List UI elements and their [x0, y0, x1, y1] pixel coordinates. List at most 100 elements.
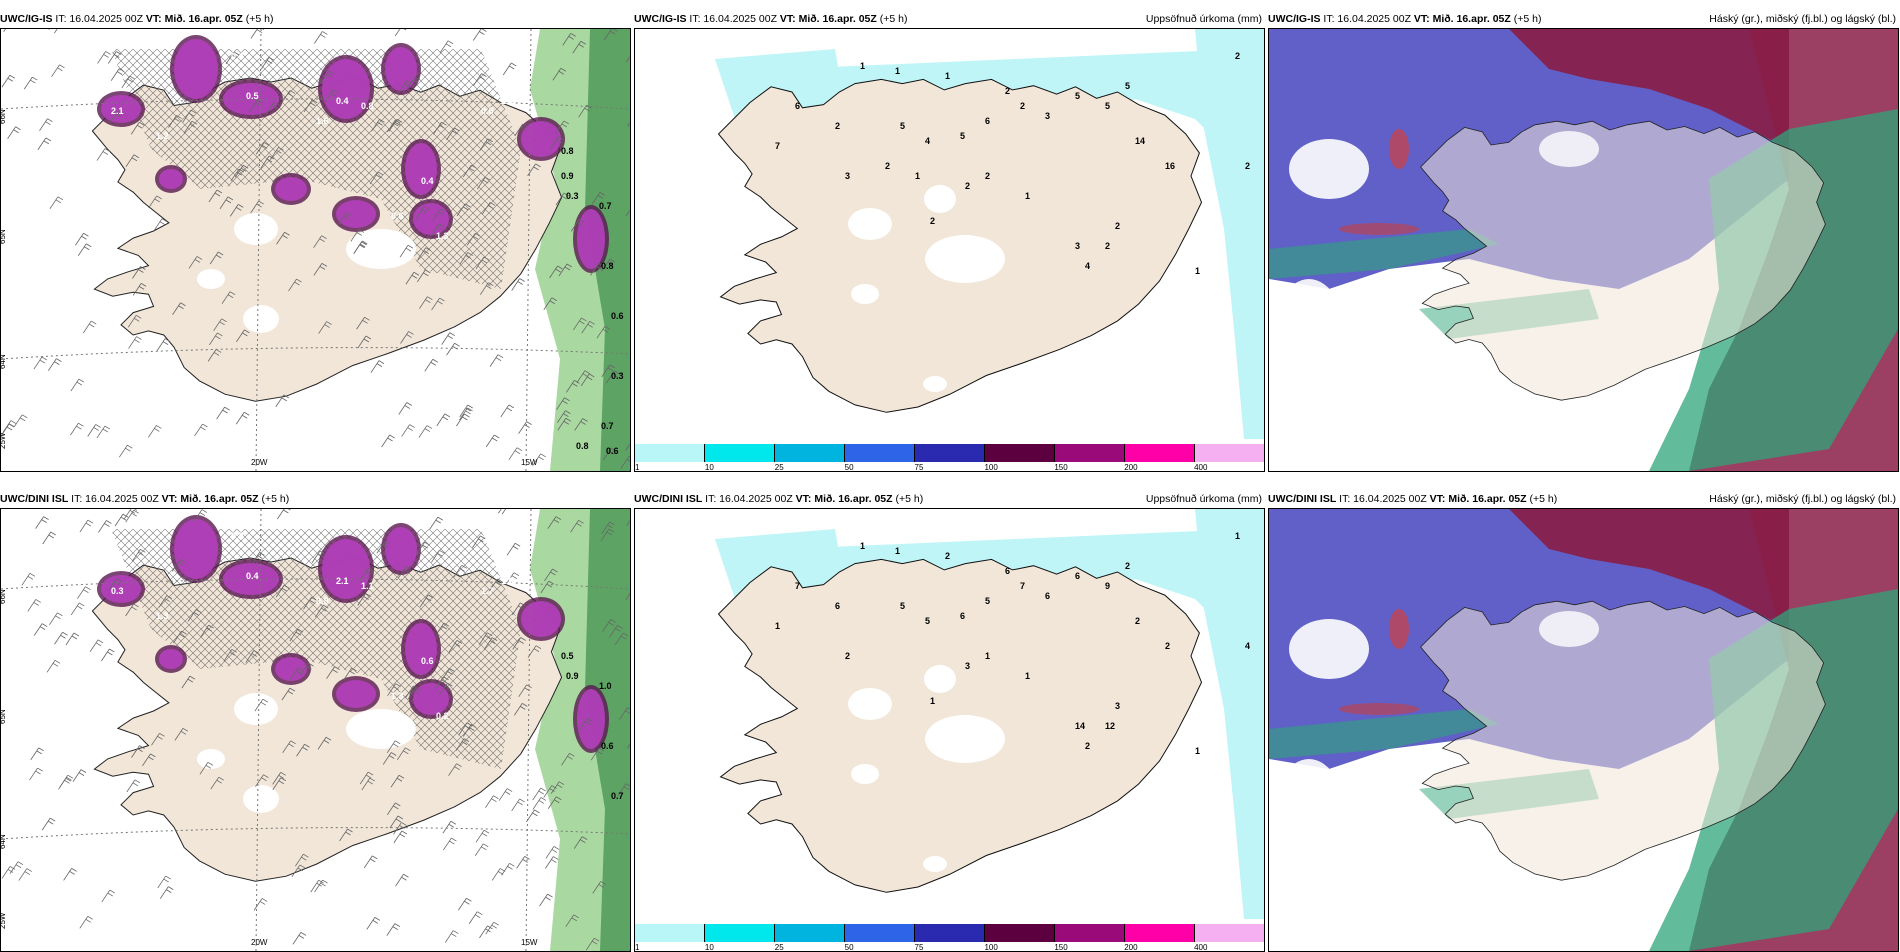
precip-value: 2 — [945, 551, 950, 561]
wind-barb — [350, 229, 364, 242]
wind-barb — [430, 223, 445, 237]
precip-value: 6 — [985, 116, 990, 126]
wind-barb — [89, 639, 104, 653]
precip-value: 2 — [885, 161, 890, 171]
colorbar-tick: 50 — [844, 943, 854, 952]
value-label: 0.9 — [561, 171, 574, 181]
wind-barb — [396, 747, 411, 761]
wind-barb — [101, 889, 115, 903]
cloud-accent — [1339, 223, 1419, 235]
precip-value: 1 — [860, 541, 865, 551]
panel-header: UWC/IG-IS IT: 16.04.2025 00Z VT: Mið. 16… — [1268, 10, 1899, 28]
precip-value: 1 — [1025, 191, 1030, 201]
map-svg: 66N 64N 65N 20W 15W 25W 0.4 0.5 2.1 1.2 0.4 0.8 1.6 0… — [1, 29, 630, 471]
wind-barb — [123, 509, 138, 520]
wind-barb — [188, 256, 203, 269]
snow-patch — [405, 143, 437, 195]
precip-value: 2 — [1125, 561, 1130, 571]
wind-barb — [532, 787, 546, 801]
wind-barb — [552, 67, 567, 81]
clear-sky — [1269, 279, 1349, 419]
wind-barb — [77, 243, 92, 256]
wind-barb — [13, 414, 28, 428]
wind-barb — [236, 329, 250, 343]
wind-barb — [245, 650, 260, 663]
wind-barb — [125, 154, 140, 167]
wind-barb — [199, 761, 214, 775]
grid-label: 20W — [251, 938, 268, 947]
wind-barb — [485, 795, 499, 808]
wind-barb — [171, 559, 186, 572]
precip-value: 2 — [985, 171, 990, 181]
wind-barb — [446, 127, 460, 141]
precip-value: 2 — [1135, 616, 1140, 626]
wind-barb — [207, 349, 222, 362]
wind-barb — [132, 266, 146, 279]
precip-value: 2 — [1005, 86, 1010, 96]
wind-barb — [416, 269, 431, 283]
value-label: 0.6 — [391, 211, 404, 221]
wind-barb — [371, 118, 385, 132]
valid-time-value: Mið. 16.apr. 05Z — [798, 13, 877, 25]
precip-value: 5 — [985, 596, 990, 606]
wind-barb — [415, 206, 430, 219]
wind-barb — [459, 252, 473, 265]
wind-barb — [82, 320, 97, 334]
wind-barb — [65, 632, 80, 646]
wind-barb — [562, 33, 576, 46]
wind-barb — [296, 743, 310, 757]
wind-barb — [502, 62, 517, 76]
colorbar-segment — [1195, 924, 1264, 942]
wind-barb — [580, 373, 595, 387]
wind-barb — [121, 75, 135, 89]
wind-barb — [459, 404, 473, 418]
value-label: 0.3 — [566, 191, 579, 201]
model-name: UWC/DINI ISL — [634, 493, 703, 505]
wind-barb — [303, 99, 318, 112]
wind-barb — [491, 868, 506, 881]
snow-patch — [405, 623, 437, 675]
wind-barb — [221, 291, 236, 304]
wind-barb — [565, 914, 579, 928]
clear-sky — [1289, 139, 1369, 199]
precip-value: 4 — [1085, 261, 1090, 271]
wind-barb — [585, 937, 600, 951]
precip-value: 16 — [1165, 161, 1175, 171]
valid-time-value: Mið. 16.apr. 05Z — [814, 493, 893, 505]
precip-value: 1 — [895, 66, 900, 76]
wind-barb — [386, 740, 401, 754]
map-frame: 1 1 2 6 7 5 5 6 5 6 6 9 2 3 1 1 1 2 2 2 14 12 3 1 1 4 6 7 1 2 1 10 25 50 7… — [634, 508, 1265, 952]
wind-barb — [213, 318, 227, 332]
wind-barb — [547, 516, 562, 529]
glacier — [924, 665, 956, 693]
lead-time: (+5 h) — [1513, 13, 1542, 25]
wind-barb — [626, 519, 630, 526]
wind-barb — [114, 513, 129, 527]
wind-barb — [98, 520, 112, 533]
wind-barb — [376, 540, 391, 554]
grid-label: 20W — [251, 458, 268, 467]
wind-barb — [472, 29, 487, 41]
glacier — [924, 185, 956, 213]
wind-barb — [432, 208, 447, 222]
wind-barb — [219, 196, 234, 210]
snow-patch — [413, 203, 449, 235]
wind-barb — [277, 509, 291, 520]
precip-value: 6 — [1005, 566, 1010, 576]
panel-header: UWC/DINI ISL IT: 16.04.2025 00Z VT: Mið.… — [0, 490, 631, 508]
wind-barb — [317, 736, 332, 750]
wind-barb — [48, 358, 62, 371]
wind-barb — [439, 682, 453, 696]
wind-barb — [292, 932, 307, 945]
valid-time-label: VT: — [779, 13, 796, 25]
precip-value: 1 — [930, 696, 935, 706]
wind-barb — [579, 718, 593, 731]
wind-barb — [429, 516, 444, 530]
wind-barb — [390, 774, 405, 788]
glacier — [346, 229, 416, 269]
wind-barb — [119, 444, 133, 458]
snow-patch — [159, 649, 183, 669]
wind-barb — [250, 29, 265, 39]
panel-header: UWC/DINI ISL IT: 16.04.2025 00Z VT: Mið.… — [634, 490, 1265, 508]
colorbar-segment — [705, 924, 775, 942]
